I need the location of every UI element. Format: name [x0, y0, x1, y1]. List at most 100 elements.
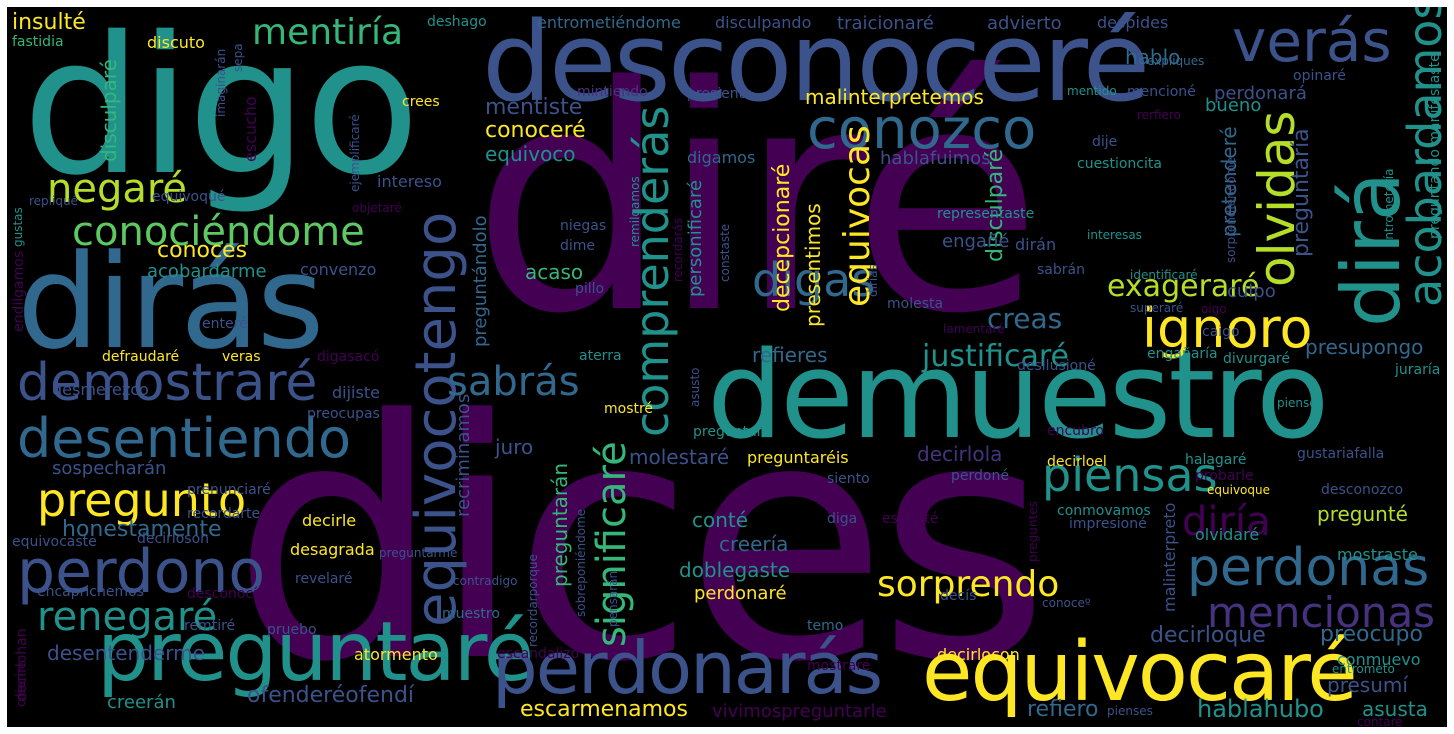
word: conoces — [157, 238, 248, 263]
word: defraudaré — [102, 349, 180, 365]
word: veras — [222, 349, 261, 365]
word: entrometería — [1382, 168, 1396, 248]
word: decirle — [302, 511, 357, 530]
word: convenzo — [300, 260, 377, 279]
word: negaré — [47, 166, 188, 212]
word: sabrás — [447, 359, 580, 405]
word: preguntándolo — [470, 215, 491, 347]
word: insulté — [12, 10, 86, 35]
word: pruebo — [267, 622, 317, 638]
word: pienses — [1107, 704, 1153, 718]
word: contradigo — [453, 574, 518, 588]
word: personificaré — [685, 179, 706, 297]
word: preguntaría — [1289, 128, 1314, 257]
word: desagrada — [290, 540, 375, 559]
word: niegas — [560, 218, 607, 234]
word: sorprendiéndome — [1224, 157, 1238, 263]
word: presupongo — [1305, 335, 1424, 359]
word: sospecharán — [52, 458, 167, 479]
word: oigo — [1201, 302, 1227, 316]
word: cuestioncita — [1077, 156, 1162, 172]
word: rerfiero — [1137, 108, 1181, 122]
word: prenunciaré — [187, 482, 271, 498]
word: espanté — [882, 511, 939, 527]
word: dirías — [866, 264, 880, 297]
word: honestamente — [62, 517, 222, 542]
word: divurgaré — [1223, 351, 1290, 367]
word: caigo — [1202, 324, 1240, 340]
word: despides — [1097, 13, 1169, 32]
word: equivocaré — [922, 625, 1358, 720]
word: desentiendo — [17, 407, 352, 470]
word: entrometiéndome — [537, 13, 681, 32]
word: dije — [1092, 134, 1118, 150]
word: preguntaréis — [747, 448, 849, 467]
word: decirlocon — [937, 645, 1020, 664]
word: acaso — [525, 260, 584, 284]
word: mencionas — [1207, 588, 1436, 637]
word: mostraré — [807, 658, 871, 674]
word: molestaré — [629, 445, 730, 469]
word: gustariafalla — [1297, 446, 1385, 462]
word: escucho — [241, 96, 260, 162]
word: renegaré — [37, 594, 218, 640]
word: remtiré — [184, 618, 236, 634]
word: escarmenamos — [520, 697, 688, 722]
word: mencioné — [1127, 84, 1196, 100]
word: mentido — [1067, 84, 1117, 98]
word: preguntaré — [97, 605, 534, 700]
word: vivimospreguntarle — [712, 701, 887, 722]
word: encubro — [1047, 423, 1104, 439]
word: preguntando manifestaste — [1427, 53, 1443, 239]
word: sobreponiéndome — [574, 508, 588, 617]
word: mentiría — [252, 12, 404, 53]
word: engañé — [942, 231, 1010, 252]
word: piensas — [1042, 448, 1218, 502]
word: creería — [719, 532, 789, 556]
word: preguntes — [1026, 501, 1040, 562]
word: recordarte — [187, 506, 261, 522]
word: asusta — [1362, 697, 1428, 721]
word: recordarás — [671, 217, 685, 282]
word: atormento — [354, 645, 438, 664]
word: preocupas — [307, 406, 380, 422]
word: dime — [560, 238, 596, 254]
word: molesta — [887, 296, 944, 312]
word: desconocí — [187, 586, 258, 602]
word: siento — [827, 471, 870, 487]
word: decirlola — [917, 442, 1003, 466]
word: perdonarás — [492, 626, 883, 710]
word: presumí — [1327, 673, 1408, 697]
word: ejemplificaré — [348, 114, 362, 192]
word: conociéndome — [72, 209, 365, 255]
word: piense — [1277, 396, 1317, 410]
word: equivoco — [485, 142, 576, 166]
word: decepcionaré — [770, 163, 795, 312]
word: refiero — [1027, 697, 1099, 722]
word: exageraré — [1107, 269, 1260, 304]
word: mentiste — [485, 95, 583, 120]
word: diga — [827, 511, 858, 527]
word-cloud-canvas: diré dices digo desconoceré demuestro di… — [7, 7, 1447, 727]
word: objetaré — [352, 201, 402, 215]
word: conoceré — [485, 118, 586, 143]
word: perdoné — [951, 468, 1009, 484]
word: olvidaré — [1195, 525, 1260, 544]
word: aterra — [579, 348, 622, 364]
word: diría — [1182, 499, 1271, 545]
word: advierto — [987, 13, 1062, 34]
word: perdonará — [1214, 83, 1307, 104]
word: temo — [807, 618, 844, 634]
word: entrometo — [1332, 662, 1395, 676]
word: halagaré — [1185, 452, 1247, 468]
word: repliqué — [29, 194, 78, 208]
word: presentimos — [801, 203, 825, 327]
word: desconozco — [1321, 482, 1404, 498]
word: dijiste — [332, 383, 380, 402]
word: disculpando — [715, 13, 812, 32]
word: escandalizo — [497, 646, 580, 662]
word: ofenderéofendí — [247, 683, 415, 708]
word: revelaré — [295, 571, 353, 587]
word: hablo — [1125, 45, 1181, 69]
word: digamos — [687, 148, 756, 167]
